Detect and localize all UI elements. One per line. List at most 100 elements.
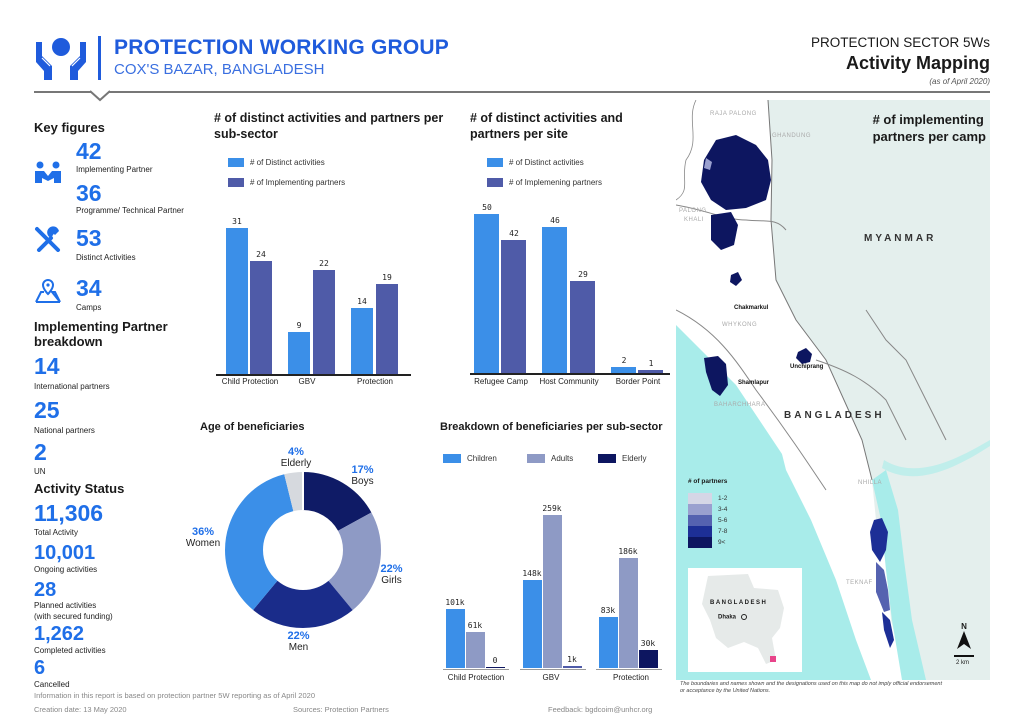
legend-swatch bbox=[228, 158, 244, 167]
site-chart-title-line2: partners per site bbox=[470, 126, 568, 141]
sub-sector-bar-chart: 31 24 9 22 14 19 bbox=[216, 217, 416, 376]
bar-cp-adults bbox=[466, 632, 485, 668]
x-label: Host Community bbox=[539, 377, 599, 386]
as-of-date: (as of April 2020) bbox=[929, 77, 990, 86]
slice-label-women: 36% Women bbox=[178, 526, 228, 549]
partner-breakdown-title-line2: breakdown bbox=[34, 333, 103, 349]
x-label: Protection bbox=[356, 377, 394, 386]
camp-map[interactable]: RAJA PALONG GHANDUNG PALONG KHALI WHYKON… bbox=[676, 100, 990, 680]
disclaimer-line2: or acceptance by the United Nations. bbox=[680, 688, 771, 695]
north-label: N bbox=[961, 622, 967, 631]
x-axis bbox=[470, 373, 670, 375]
town-label: Chakmarkul bbox=[734, 305, 769, 311]
bar-value: 101k bbox=[445, 598, 465, 607]
scale-label: 2 km bbox=[956, 660, 970, 666]
activity-status-title: Activity Status bbox=[34, 481, 125, 496]
x-label: GBV bbox=[298, 377, 316, 386]
map-legend-title: # of partners bbox=[688, 478, 728, 485]
bar-value: 42 bbox=[509, 229, 519, 238]
bar-value: 46 bbox=[550, 216, 560, 225]
legend-swatch bbox=[688, 526, 712, 537]
total-activity-label: Total Activity bbox=[34, 528, 79, 537]
town-label: Shamlapur bbox=[738, 380, 770, 386]
logo-divider bbox=[98, 36, 101, 80]
bar-value: 83k bbox=[600, 606, 616, 615]
legend-label: Adults bbox=[551, 454, 574, 463]
legend-swatch bbox=[598, 454, 616, 463]
bar-value: 61k bbox=[467, 621, 483, 630]
international-partners-label: International partners bbox=[34, 382, 110, 391]
x-label: Refugee Camp bbox=[474, 377, 528, 386]
legend-label: # of Distinct activities bbox=[250, 158, 325, 167]
camps-value: 34 bbox=[76, 275, 102, 301]
bar-value: 30k bbox=[640, 639, 656, 648]
slice-name: Men bbox=[288, 642, 309, 653]
area-label: PALONG bbox=[679, 208, 707, 214]
legend-swatch bbox=[688, 515, 712, 526]
un-partners-label: UN bbox=[34, 467, 46, 476]
age-donut-chart bbox=[225, 472, 381, 628]
inset-capital: Dhaka bbox=[718, 614, 747, 621]
map-title-line2: partners per camp bbox=[872, 128, 986, 144]
disclaimer-line1: The boundaries and names shown and the d… bbox=[680, 681, 943, 687]
partner-breakdown-title: Implementing Partner breakdown bbox=[34, 319, 168, 350]
legend-swatch bbox=[527, 454, 545, 463]
completed-activities-value: 1,262 bbox=[34, 623, 85, 645]
legend-label: 5-6 bbox=[718, 517, 728, 524]
area-label: BAHARCHHARA bbox=[714, 402, 766, 408]
x-label: Border Point bbox=[615, 377, 661, 386]
slice-pct: 36% bbox=[191, 526, 215, 538]
bar-child-protection-activities bbox=[226, 228, 248, 374]
bar-value: 0 bbox=[492, 656, 498, 665]
slice-name: Boys bbox=[351, 476, 374, 487]
x-label: GBV bbox=[542, 673, 560, 682]
header-notch bbox=[90, 90, 110, 102]
bar-gbv-children bbox=[523, 580, 542, 668]
area-label: KHALI bbox=[684, 217, 704, 223]
age-chart-title: Age of beneficiaries bbox=[200, 421, 305, 433]
bar-cp-elderly bbox=[486, 667, 505, 668]
legend-swatch bbox=[487, 158, 503, 167]
bar-host-community-partners bbox=[570, 281, 595, 373]
sector-label: PROTECTION SECTOR 5Ws bbox=[810, 35, 990, 50]
completed-activities-label: Completed activities bbox=[34, 646, 106, 655]
bar-value: 259k bbox=[542, 504, 562, 513]
slice-name: Women bbox=[185, 538, 221, 549]
legend-label: 1-2 bbox=[718, 495, 728, 502]
capital-star-icon bbox=[740, 614, 747, 620]
area-label: GHANDUNG bbox=[772, 133, 812, 139]
x-axis bbox=[443, 669, 509, 670]
international-partners-value: 14 bbox=[34, 353, 60, 379]
slice-label-boys: 17% Boys bbox=[345, 464, 380, 487]
site-chart-title: # of distinct activities and partners pe… bbox=[470, 111, 623, 142]
handshake-icon bbox=[35, 161, 61, 183]
footer-feedback[interactable]: Feedback: bgdcoim@unhcr.org bbox=[548, 705, 653, 714]
bar-protection-partners bbox=[376, 284, 398, 374]
bar-cp-children bbox=[446, 609, 465, 668]
bar-border-point-activities bbox=[611, 367, 636, 373]
bar-host-community-activities bbox=[542, 227, 567, 373]
x-axis bbox=[520, 669, 586, 670]
x-label: Child Protection bbox=[221, 377, 279, 386]
distinct-activities-label: Distinct Activities bbox=[76, 253, 136, 262]
legend-distinct-activities: # of Distinct activities bbox=[487, 158, 584, 167]
legend-label: # of Implementing partners bbox=[250, 178, 346, 187]
hands-holding-person-icon bbox=[36, 38, 86, 80]
x-label: Child Protection bbox=[447, 673, 505, 682]
legend-children: Children bbox=[443, 454, 497, 463]
slice-label-elderly: 4% Elderly bbox=[276, 446, 316, 469]
north-arrow-icon bbox=[957, 631, 971, 649]
legend-elderly: Elderly bbox=[598, 454, 646, 463]
bar-value: 22 bbox=[319, 259, 329, 268]
un-partners-value: 2 bbox=[34, 439, 47, 465]
legend-swatch bbox=[487, 178, 503, 187]
legend-label: Elderly bbox=[622, 454, 647, 463]
bar-child-protection-partners bbox=[250, 261, 272, 374]
org-subtitle: COX'S BAZAR, BANGLADESH bbox=[114, 61, 325, 78]
legend-label: 3-4 bbox=[718, 506, 728, 513]
programme-partner-label: Programme/ Technical Partner bbox=[76, 206, 184, 215]
distinct-activities-value: 53 bbox=[76, 225, 102, 251]
planned-activities-sublabel: (with secured funding) bbox=[34, 612, 113, 621]
ongoing-activities-value: 10,001 bbox=[34, 542, 96, 564]
area-label: NHILLA bbox=[858, 480, 883, 486]
